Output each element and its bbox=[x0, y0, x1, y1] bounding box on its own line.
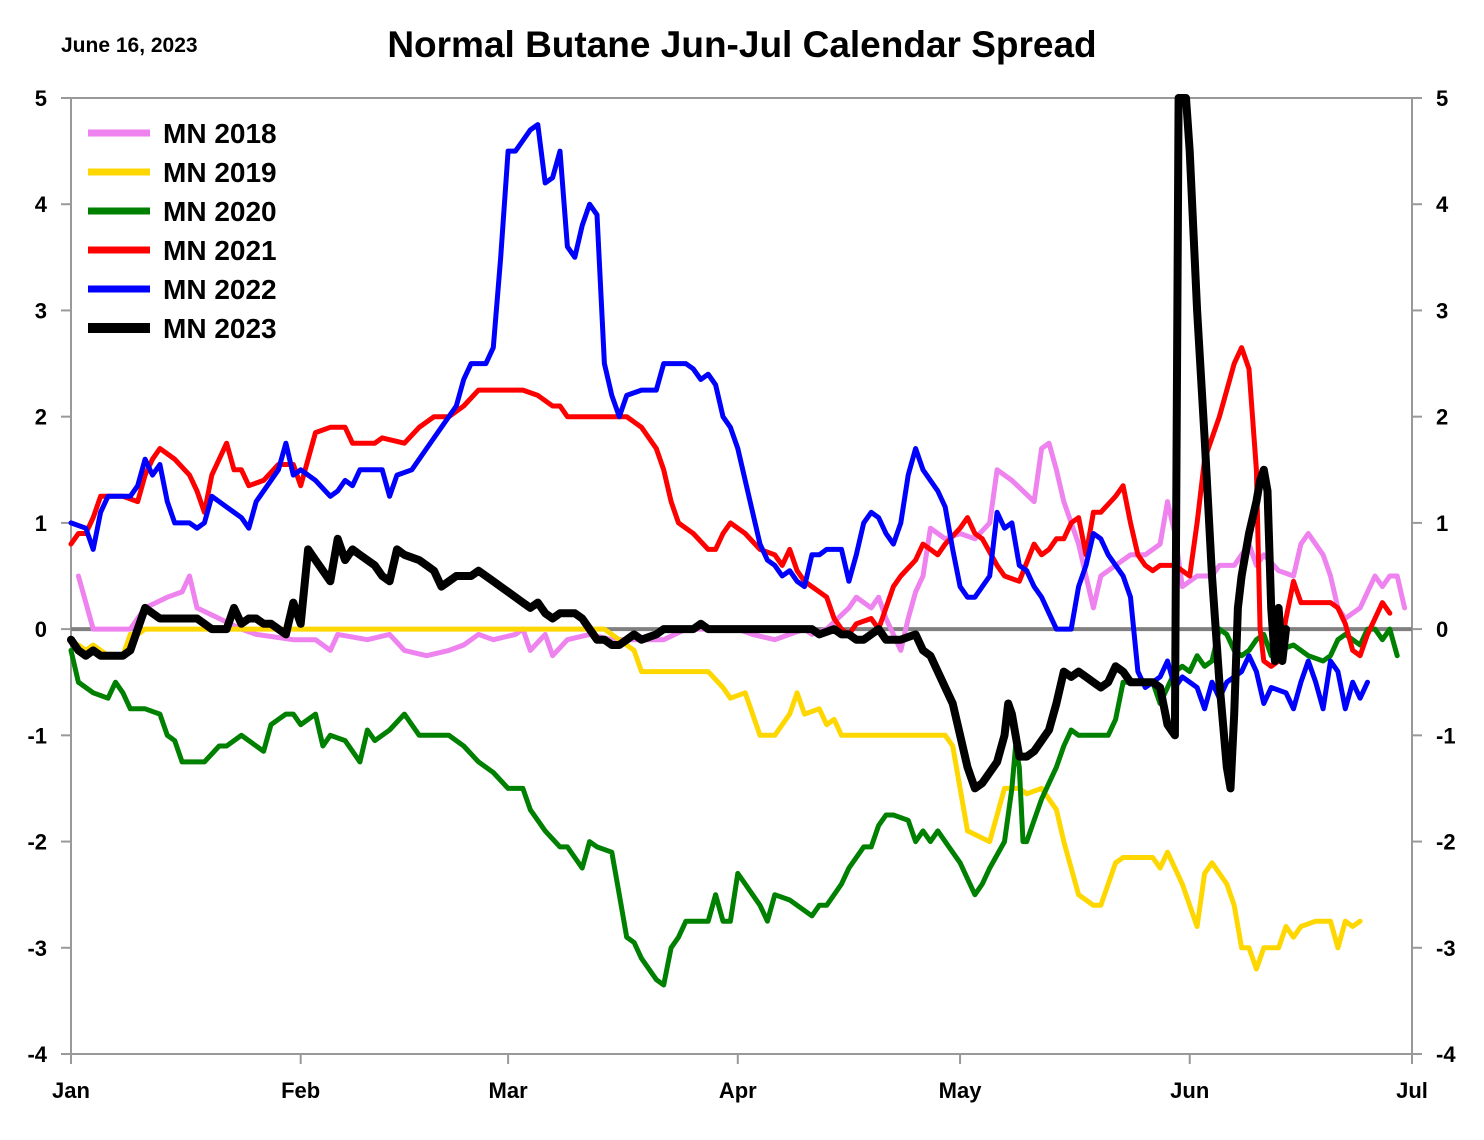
y-tick-label-right: -3 bbox=[1436, 936, 1456, 961]
y-tick-label-left: 5 bbox=[35, 86, 47, 111]
y-tick-label-left: 1 bbox=[35, 511, 47, 536]
y-tick-label-left: 0 bbox=[35, 617, 47, 642]
y-tick-label-right: -2 bbox=[1436, 830, 1456, 855]
x-axis: Jan Feb Mar Apr May Jun Jul bbox=[52, 1054, 1428, 1103]
y-tick-label-left: -3 bbox=[27, 936, 47, 961]
series-line-mn-2022 bbox=[68, 122, 1370, 712]
date-label: June 16, 2023 bbox=[61, 34, 198, 57]
legend: MN 2018 MN 2019 MN 2020 MN 2021 MN 2022 MN 20… bbox=[88, 118, 277, 344]
x-tick-label: May bbox=[939, 1078, 983, 1103]
y-tick-label-right: 1 bbox=[1436, 511, 1448, 536]
y-tick-label-left: 4 bbox=[35, 192, 48, 217]
y-axis-right: 5 4 3 2 1 0 -1 -2 -3 -4 bbox=[1412, 86, 1456, 1067]
series-line-mn-2021 bbox=[68, 345, 1393, 669]
y-tick-label-left: 3 bbox=[35, 298, 47, 323]
y-tick-label-right: 5 bbox=[1436, 86, 1448, 111]
y-tick-label-right: -1 bbox=[1436, 723, 1456, 748]
y-tick-label-right: 0 bbox=[1436, 617, 1448, 642]
legend-label-mn-2020: MN 2020 bbox=[163, 196, 277, 227]
legend-label-mn-2023: MN 2023 bbox=[163, 313, 277, 344]
series-line-mn-2019 bbox=[75, 626, 1363, 972]
y-tick-label-left: -1 bbox=[27, 723, 47, 748]
x-tick-label: Mar bbox=[489, 1078, 529, 1103]
x-tick-label: Jul bbox=[1396, 1078, 1428, 1103]
x-tick-label: Feb bbox=[281, 1078, 320, 1103]
y-tick-label-left: 2 bbox=[35, 405, 47, 430]
y-axis-left: 5 4 3 2 1 0 -1 -2 -3 -4 bbox=[27, 86, 71, 1067]
x-tick-label: Apr bbox=[719, 1078, 757, 1103]
y-tick-label-right: 2 bbox=[1436, 405, 1448, 430]
x-tick-label: Jan bbox=[52, 1078, 90, 1103]
series-group bbox=[67, 94, 1408, 988]
y-tick-label-right: 3 bbox=[1436, 298, 1448, 323]
legend-label-mn-2022: MN 2022 bbox=[163, 274, 277, 305]
series-line-mn-2023 bbox=[67, 94, 1290, 793]
legend-label-mn-2019: MN 2019 bbox=[163, 157, 277, 188]
x-tick-label: Jun bbox=[1170, 1078, 1209, 1103]
legend-label-mn-2021: MN 2021 bbox=[163, 235, 277, 266]
y-tick-label-left: -4 bbox=[27, 1042, 47, 1067]
series-line-mn-2020 bbox=[68, 626, 1400, 988]
chart-title: Normal Butane Jun-Jul Calendar Spread bbox=[387, 24, 1097, 65]
y-tick-label-right: -4 bbox=[1436, 1042, 1456, 1067]
y-tick-label-left: -2 bbox=[27, 830, 47, 855]
y-tick-label-right: 4 bbox=[1436, 192, 1449, 217]
legend-label-mn-2018: MN 2018 bbox=[163, 118, 277, 149]
